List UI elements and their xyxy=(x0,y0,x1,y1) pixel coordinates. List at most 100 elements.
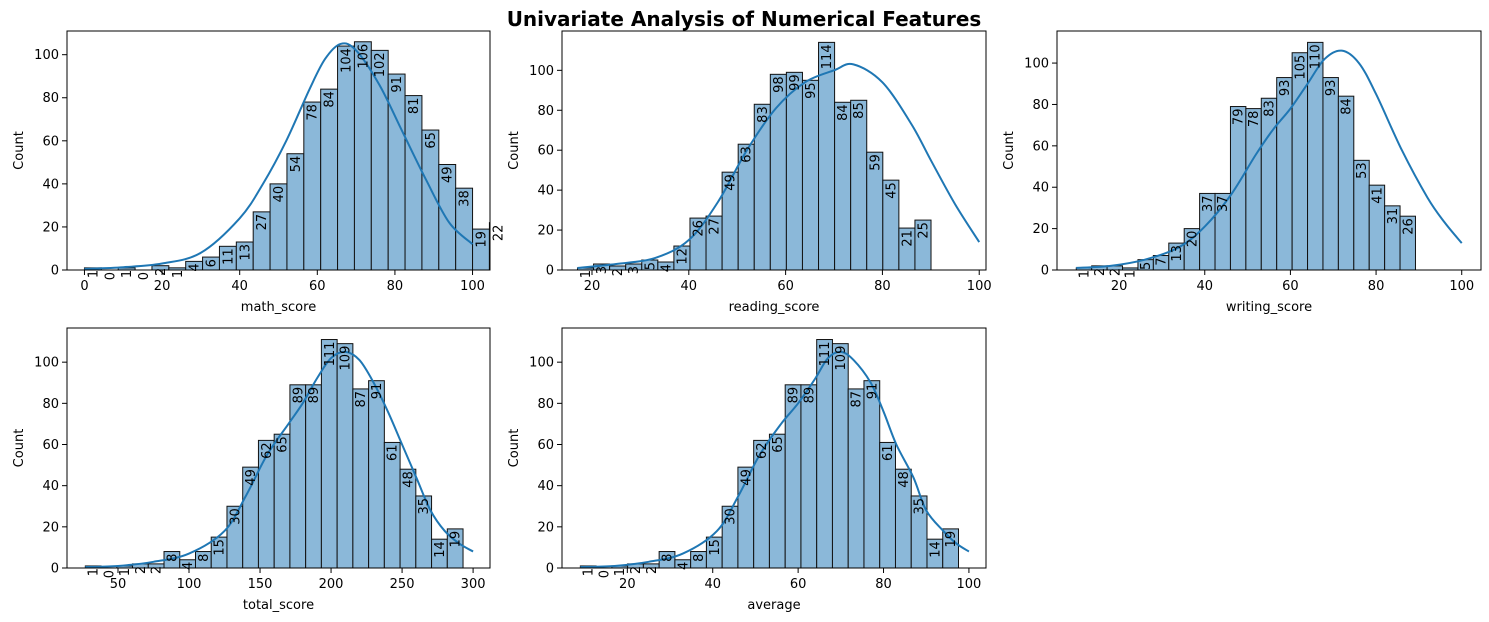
x-tick-label: 100 xyxy=(177,577,202,592)
bar-value-label: 78 xyxy=(1247,111,1262,128)
histogram-bar xyxy=(1245,108,1262,270)
bar-value-label: 25 xyxy=(916,222,931,239)
x-axis-label: total_score xyxy=(243,598,314,613)
bar-value-label: 49 xyxy=(739,469,754,486)
bar-value-label: 1 xyxy=(171,270,186,278)
bar-value-label: 2 xyxy=(150,566,165,574)
kde-line xyxy=(580,350,970,568)
x-tick-label: 80 xyxy=(387,279,404,294)
bar-value-label: 15 xyxy=(708,539,723,556)
bar-value-label: 5 xyxy=(1139,262,1154,270)
figure-title: Univariate Analysis of Numerical Feature… xyxy=(507,7,982,31)
x-axis-label: reading_score xyxy=(729,300,820,315)
x-axis-label: average xyxy=(747,598,800,613)
bar-value-label: 8 xyxy=(661,554,676,562)
y-tick-label: 40 xyxy=(537,184,554,199)
histogram-bar xyxy=(801,79,820,270)
bar-value-label: 13 xyxy=(238,244,253,261)
bar-value-label: 106 xyxy=(356,44,371,69)
bar-value-label: 111 xyxy=(323,342,338,367)
x-tick-label: 60 xyxy=(777,279,794,294)
bar-value-label: 14 xyxy=(433,541,448,558)
bar-value-label: 4 xyxy=(659,264,674,272)
bar-value-label: 48 xyxy=(401,471,416,488)
y-axis-label: Count xyxy=(12,429,27,468)
bar-value-label: 20 xyxy=(1185,231,1200,248)
bar-value-label: 1 xyxy=(613,568,628,576)
histogram-bar xyxy=(942,528,960,568)
x-tick-label: 80 xyxy=(875,577,892,592)
bar-value-label: 8 xyxy=(692,554,707,562)
histogram-bar xyxy=(1337,95,1355,270)
bar-value-label: 1 xyxy=(87,568,102,576)
histogram-bar xyxy=(1260,97,1278,270)
bar-value-label: 89 xyxy=(307,387,322,404)
x-tick-label: 100 xyxy=(460,279,485,294)
y-tick-label: 100 xyxy=(34,48,59,63)
x-tick-label: 100 xyxy=(1449,279,1474,294)
histogram-bar xyxy=(1276,77,1293,270)
y-tick-label: 20 xyxy=(1032,222,1049,237)
bar-value-label: 54 xyxy=(289,156,304,173)
bar-value-label: 14 xyxy=(928,541,943,558)
plot-area xyxy=(1075,41,1463,270)
x-axis-label: math_score xyxy=(241,300,316,315)
bar-value-label: 79 xyxy=(1232,109,1247,126)
y-tick-label: 80 xyxy=(42,397,59,412)
y-tick-label: 60 xyxy=(1032,139,1049,154)
y-tick-label: 80 xyxy=(1032,98,1049,113)
y-tick-label: 100 xyxy=(529,356,554,371)
kde-line xyxy=(85,350,474,568)
x-tick-label: 20 xyxy=(619,577,636,592)
bar-value-label: 45 xyxy=(884,182,899,199)
bar-value-label: 0 xyxy=(597,570,612,578)
histogram-bar xyxy=(336,343,354,568)
bar-value-label: 89 xyxy=(291,387,306,404)
bar-value-label: 49 xyxy=(724,174,739,191)
y-tick-label: 40 xyxy=(42,177,59,192)
bar-value-label: 0 xyxy=(137,272,152,280)
kde-line xyxy=(1076,49,1463,269)
bar-value-label: 26 xyxy=(692,220,707,237)
x-tick-label: 250 xyxy=(390,577,415,592)
y-tick-label: 100 xyxy=(34,356,59,371)
histogram-bar xyxy=(303,101,322,270)
bar-value-label: 11 xyxy=(221,248,236,265)
histogram-bar xyxy=(1229,106,1247,270)
y-tick-label: 60 xyxy=(42,134,59,149)
bar-value-label: 48 xyxy=(897,471,912,488)
bar-value-label: 87 xyxy=(354,391,369,408)
plot-area xyxy=(83,41,490,270)
histogram-bar xyxy=(753,103,771,270)
bar-value-label: 35 xyxy=(913,498,928,515)
bar-value-label: 2 xyxy=(629,566,644,574)
bar-value-label: 0 xyxy=(103,272,118,280)
histogram-bar xyxy=(831,343,849,568)
bar-value-label: 30 xyxy=(724,508,739,525)
kde-line xyxy=(577,62,981,269)
bar-value-label: 6 xyxy=(205,259,220,267)
histogram-bar xyxy=(914,219,932,270)
histogram-bar xyxy=(850,99,868,270)
y-tick-label: 40 xyxy=(42,479,59,494)
histogram-bar xyxy=(863,380,881,568)
x-tick-label: 80 xyxy=(874,279,891,294)
bar-value-label: 84 xyxy=(1340,98,1355,115)
bar-value-label: 13 xyxy=(1170,245,1185,262)
histogram-bar xyxy=(768,433,786,568)
bar-value-label: 4 xyxy=(188,263,203,271)
bar-value-label: 4 xyxy=(676,562,691,570)
y-tick-label: 40 xyxy=(1032,181,1049,196)
x-tick-label: 20 xyxy=(1111,279,1128,294)
histogram-bar xyxy=(337,45,355,270)
y-axis-label: Count xyxy=(1002,131,1017,170)
bar-value-label: 21 xyxy=(900,230,915,247)
y-tick-label: 80 xyxy=(537,104,554,119)
histogram-bar xyxy=(1307,41,1324,270)
axes-frame xyxy=(66,327,491,569)
bar-value-label: 2 xyxy=(611,268,626,276)
bar-value-label: 27 xyxy=(255,214,270,231)
